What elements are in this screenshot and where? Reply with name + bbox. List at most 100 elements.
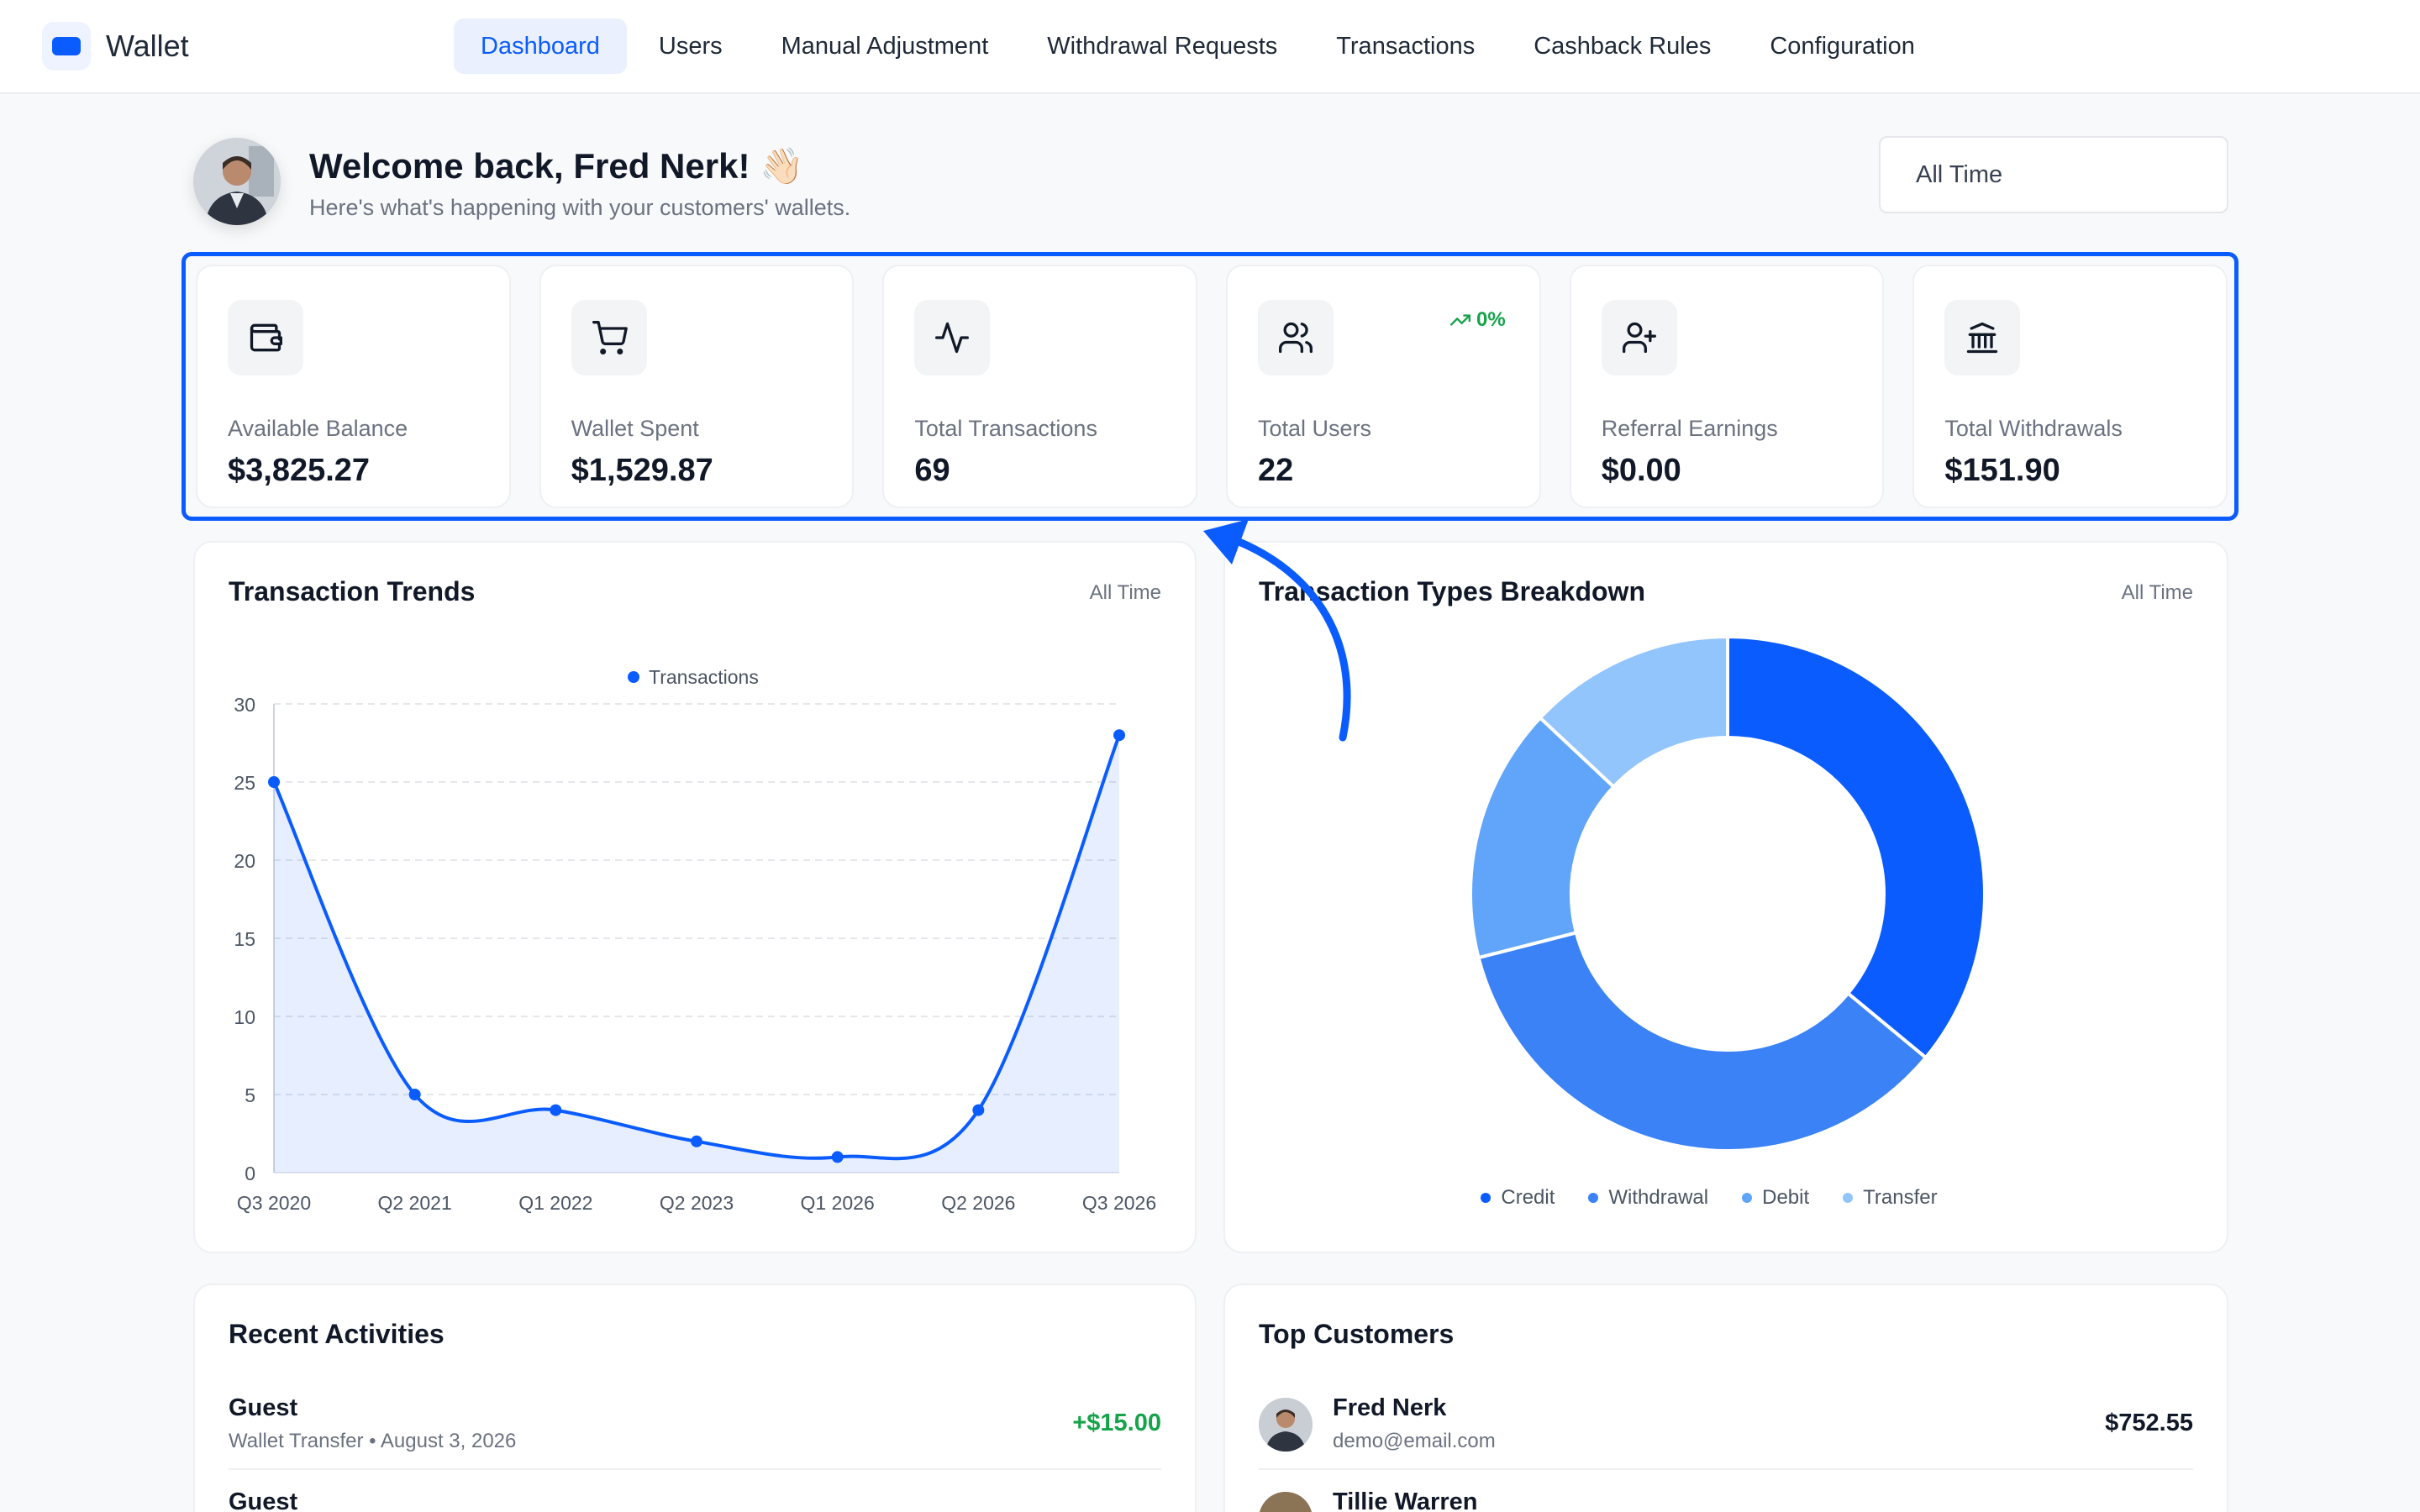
x-tick-label: Q2 2023 bbox=[660, 1192, 734, 1214]
legend-dot bbox=[1843, 1193, 1854, 1203]
donut-slice-transfer bbox=[1538, 634, 1729, 790]
legend-dot bbox=[628, 671, 639, 683]
welcome-subtitle: Here's what's happening with your custom… bbox=[309, 195, 851, 220]
transaction-types-donut bbox=[1469, 634, 1986, 1152]
stat-label: Total Withdrawals bbox=[1944, 416, 2123, 441]
legend-item-transfer[interactable]: Transfer bbox=[1843, 1186, 1938, 1210]
customer-info: Tillie Warren bbox=[1333, 1472, 2193, 1512]
trending-up-icon bbox=[1449, 314, 1471, 326]
activity-detail: Wallet Transfer • August 3, 2026 bbox=[229, 1430, 517, 1452]
stat-label: Total Users bbox=[1258, 416, 1372, 441]
activity-row[interactable]: Guest Wallet Transfer • August 3, 2026 +… bbox=[229, 1378, 1161, 1470]
customer-amount: $752.55 bbox=[2105, 1410, 2193, 1436]
donut-slice-debit bbox=[1469, 715, 1617, 960]
brand-name: Wallet bbox=[106, 29, 189, 63]
stats-row: Available Balance $3,825.27 Wallet Spent… bbox=[182, 252, 2238, 521]
customer-info: Fred Nerk demo@email.com $752.55 bbox=[1333, 1378, 2193, 1468]
series-area bbox=[274, 735, 1119, 1173]
brand[interactable]: Wallet bbox=[42, 22, 189, 71]
date-range-select[interactable]: All Time bbox=[1879, 136, 2228, 213]
x-tick-label: Q2 2026 bbox=[941, 1192, 1015, 1214]
x-tick-label: Q1 2026 bbox=[801, 1192, 875, 1214]
customer-email: demo@email.com bbox=[1333, 1430, 1496, 1452]
stat-label: Referral Earnings bbox=[1601, 416, 1778, 441]
donut-slice-withdrawal bbox=[1476, 930, 1928, 1152]
data-point bbox=[972, 1104, 985, 1116]
nav-dashboard[interactable]: Dashboard bbox=[454, 18, 627, 74]
legend-label: Credit bbox=[1501, 1186, 1555, 1209]
top-customers-panel: Top Customers Fred Nerk demo@email.com $… bbox=[1223, 1284, 2228, 1512]
customer-avatar bbox=[1259, 1492, 1313, 1512]
y-tick-label: 5 bbox=[245, 1084, 255, 1106]
legend-item-credit[interactable]: Credit bbox=[1481, 1186, 1555, 1210]
stat-label: Total Transactions bbox=[914, 416, 1097, 441]
legend-label: Transfer bbox=[1863, 1186, 1938, 1209]
trend-badge: 0% bbox=[1449, 308, 1506, 332]
nav-transactions[interactable]: Transactions bbox=[1336, 32, 1476, 60]
stat-card-available-balance[interactable]: Available Balance $3,825.27 bbox=[196, 265, 511, 508]
legend-dot bbox=[1742, 1193, 1753, 1203]
activity-row[interactable]: Guest bbox=[229, 1472, 1161, 1512]
stat-card-wallet-spent[interactable]: Wallet Spent $1,529.87 bbox=[539, 265, 855, 508]
nav-manual-adjustment[interactable]: Manual Adjustment bbox=[781, 32, 989, 60]
legend-item-withdrawal[interactable]: Withdrawal bbox=[1588, 1186, 1708, 1210]
y-tick-label: 10 bbox=[234, 1006, 255, 1028]
transaction-trends-chart: 0 5 10 15 20 25 30 Q3 2020 Q2 2021 Q1 2022 Q2 2023… bbox=[234, 666, 1156, 1214]
customer-name: Tillie Warren bbox=[1333, 1488, 1478, 1512]
user-avatar[interactable] bbox=[193, 138, 281, 225]
stat-value: $1,529.87 bbox=[571, 453, 713, 488]
activity-amount: +$15.00 bbox=[1072, 1410, 1161, 1436]
legend-dot bbox=[1588, 1193, 1599, 1203]
legend-item-debit[interactable]: Debit bbox=[1742, 1186, 1809, 1210]
wallet-icon bbox=[228, 300, 303, 375]
cart-icon bbox=[571, 300, 647, 375]
nav-withdrawal-requests[interactable]: Withdrawal Requests bbox=[1047, 32, 1278, 60]
stat-label: Available Balance bbox=[228, 416, 408, 441]
main-nav: Dashboard Users Manual Adjustment Withdr… bbox=[454, 18, 1947, 74]
nav-users[interactable]: Users bbox=[658, 32, 723, 60]
data-point bbox=[268, 776, 280, 788]
y-tick-label: 25 bbox=[234, 772, 255, 794]
stat-card-total-users[interactable]: 0% Total Users 22 bbox=[1226, 265, 1541, 508]
data-point bbox=[550, 1104, 562, 1116]
data-point bbox=[691, 1135, 702, 1147]
welcome-title: Welcome back, Fred Nerk! 👋🏻 bbox=[309, 146, 804, 186]
customer-row[interactable]: Fred Nerk demo@email.com $752.55 bbox=[1259, 1378, 2193, 1470]
stat-card-referral-earnings[interactable]: Referral Earnings $0.00 bbox=[1569, 265, 1885, 508]
customer-row[interactable]: Tillie Warren bbox=[1259, 1472, 2193, 1512]
donut-slice-credit bbox=[1726, 634, 1986, 1060]
legend-label: Transactions bbox=[649, 666, 759, 688]
panel-title: Recent Activities bbox=[229, 1319, 445, 1349]
activity-name: Guest bbox=[229, 1394, 298, 1421]
x-tick-label: Q2 2021 bbox=[378, 1192, 452, 1214]
nav-configuration[interactable]: Configuration bbox=[1770, 32, 1915, 60]
y-tick-label: 20 bbox=[234, 850, 255, 872]
activity-icon bbox=[914, 300, 991, 375]
y-tick-label: 15 bbox=[234, 928, 255, 950]
panel-title: Transaction Trends bbox=[229, 576, 476, 606]
panel-title: Top Customers bbox=[1259, 1319, 1455, 1349]
top-navbar: Wallet Dashboard Users Manual Adjustment… bbox=[0, 0, 2420, 94]
data-point bbox=[831, 1151, 844, 1163]
customer-avatar bbox=[1259, 1398, 1313, 1452]
panel-range[interactable]: All Time bbox=[2121, 581, 2193, 604]
stat-card-total-withdrawals[interactable]: Total Withdrawals $151.90 bbox=[1912, 265, 2228, 508]
stat-label: Wallet Spent bbox=[571, 416, 699, 441]
wallet-logo-icon bbox=[42, 22, 91, 71]
data-point bbox=[408, 1089, 421, 1100]
y-tick-label: 30 bbox=[234, 694, 255, 716]
stat-value: 69 bbox=[914, 453, 950, 488]
transaction-trends-panel: Transaction Trends All Time 0 5 10 15 20 25 30… bbox=[193, 541, 1197, 1253]
panel-range[interactable]: All Time bbox=[1089, 581, 1161, 604]
donut-legend: Credit Withdrawal Debit Transfer bbox=[1225, 1186, 2227, 1210]
customer-name: Fred Nerk bbox=[1333, 1394, 1447, 1421]
x-tick-label: Q3 2026 bbox=[1082, 1192, 1156, 1214]
stat-value: $151.90 bbox=[1944, 453, 2060, 488]
stat-value: $3,825.27 bbox=[228, 453, 371, 488]
data-point bbox=[1113, 729, 1125, 742]
x-tick-label: Q1 2022 bbox=[518, 1192, 592, 1214]
stat-card-total-transactions[interactable]: Total Transactions 69 bbox=[882, 265, 1198, 508]
trend-value: 0% bbox=[1476, 308, 1506, 331]
recent-activities-panel: Recent Activities Guest Wallet Transfer … bbox=[193, 1284, 1197, 1512]
nav-cashback-rules[interactable]: Cashback Rules bbox=[1534, 32, 1712, 60]
